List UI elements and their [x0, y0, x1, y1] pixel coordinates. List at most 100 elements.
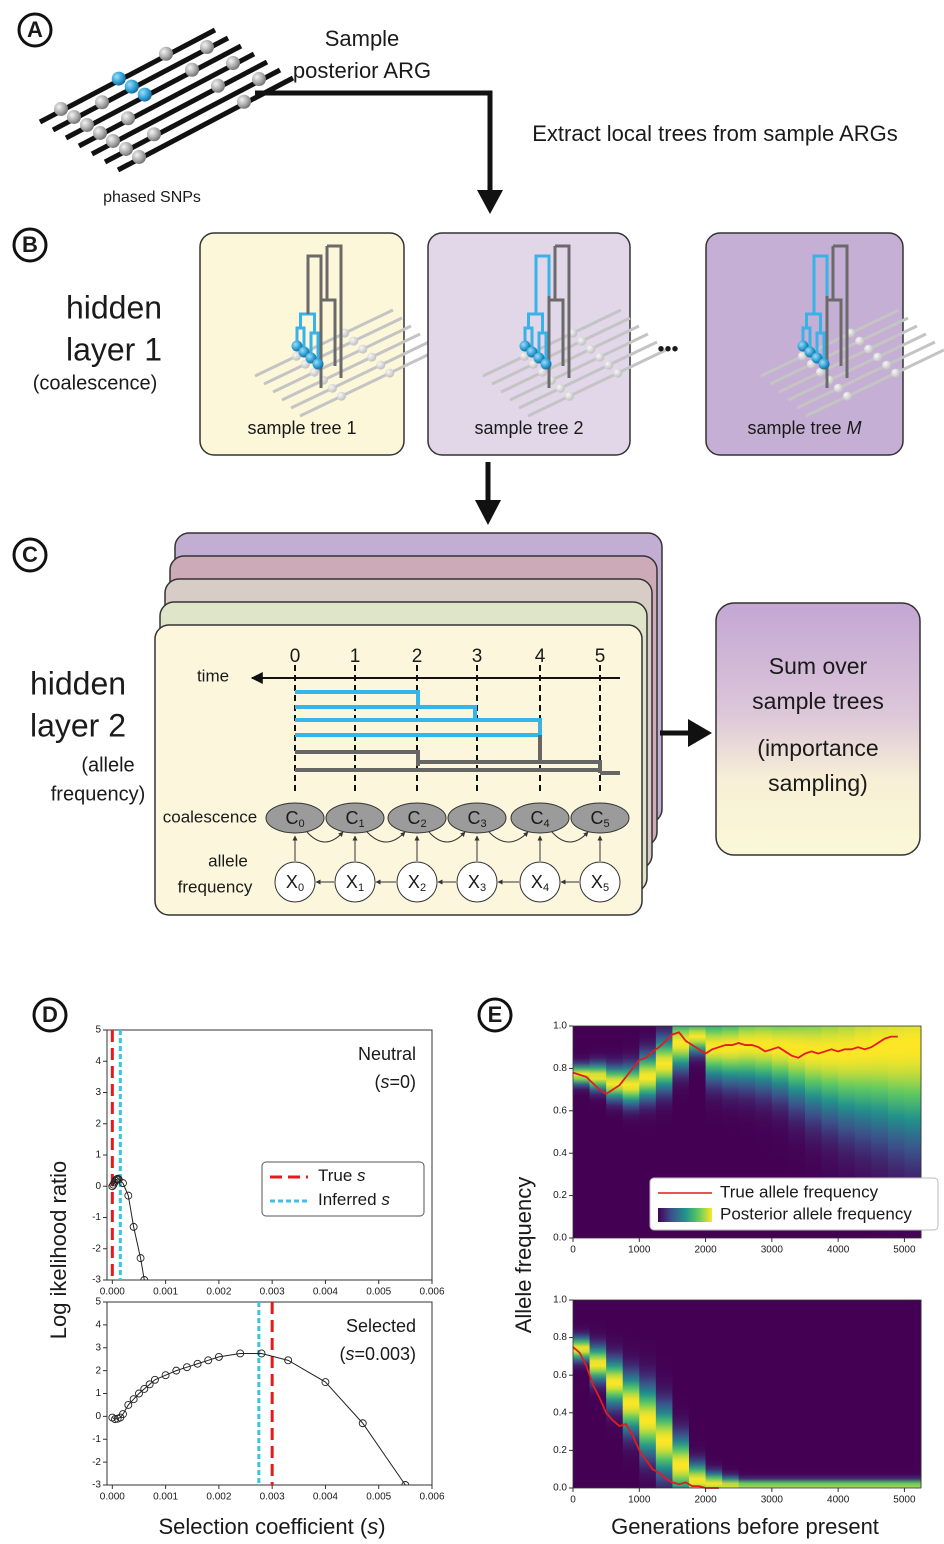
x-tick-label: 4000	[827, 1245, 850, 1256]
coalescence-node	[510, 802, 570, 834]
x-node-label: X5	[591, 872, 609, 894]
likelihood-point	[321, 1378, 330, 1387]
x-axis-label-part: s	[367, 1514, 378, 1539]
snp-line	[90, 59, 269, 157]
coalescence-node	[265, 802, 325, 834]
plot-area	[108, 1030, 149, 1280]
annotation: Neutral	[358, 1044, 416, 1064]
heatmap-column	[622, 1026, 640, 1238]
x-tick-label: 0.004	[313, 1287, 338, 1298]
heatmap-column	[639, 1300, 657, 1488]
panel-label: D	[42, 1002, 58, 1027]
heatmap-column	[622, 1300, 640, 1488]
x-tick-label: 0.003	[260, 1492, 285, 1503]
sample-tree-caption: sample tree M	[747, 418, 861, 438]
caption-text: sample tree 1	[247, 418, 356, 438]
subtitle: (s=0)	[374, 1072, 416, 1092]
y-tick-label: -2	[92, 1243, 101, 1254]
dependency-arrow	[551, 831, 589, 843]
flow-arrow	[255, 90, 493, 195]
mini-allele	[882, 360, 892, 370]
subtitle-part: (	[374, 1072, 380, 1092]
mini-snp-line	[263, 316, 403, 386]
heatmap-column	[771, 1300, 789, 1488]
time-point: 1	[350, 646, 361, 667]
panel-label: C	[22, 542, 38, 567]
likelihood-point	[140, 1384, 149, 1393]
y-tick-label: -3	[92, 1480, 101, 1491]
heatmap-column	[788, 1300, 806, 1488]
subtitle-part: =0)	[389, 1072, 416, 1092]
subtitle-part: s	[345, 1344, 354, 1364]
likelihood-point	[193, 1359, 202, 1368]
likelihood-point	[113, 1174, 122, 1183]
x-tick-label: 0.006	[419, 1287, 444, 1298]
likelihood-point	[124, 1400, 133, 1409]
likelihood-point	[401, 1481, 410, 1485]
y-tick-label: 1.0	[553, 1295, 567, 1306]
y-tick-label: 0.8	[553, 1063, 567, 1074]
snp-allele	[132, 149, 146, 164]
heatmap-column	[606, 1026, 624, 1238]
x-tick-label: 3000	[761, 1245, 784, 1256]
time-point: 4	[535, 646, 546, 667]
mini-allele	[385, 368, 395, 378]
layer-title: layer 2	[30, 707, 126, 743]
mini-allele	[358, 344, 368, 354]
allele-node	[519, 861, 561, 903]
legend-box	[649, 1177, 939, 1231]
plot-frame	[106, 1301, 433, 1486]
x-tick-label: 2000	[694, 1495, 717, 1506]
mini-allele	[349, 336, 359, 346]
node-subscript: 1	[358, 818, 364, 830]
mini-allele	[873, 352, 883, 362]
legend-label-italic: s	[357, 1166, 366, 1185]
caption-italic: M	[847, 418, 862, 438]
allele-label: frequency	[178, 877, 253, 896]
mini-allele	[367, 352, 377, 362]
panel-label-circle	[12, 227, 48, 263]
caption-text: sample tree 2	[474, 418, 583, 438]
panel-label-circle	[12, 537, 48, 573]
coalescence-node	[387, 802, 447, 834]
flow-arrow-head	[688, 719, 712, 747]
mini-allele	[564, 391, 574, 401]
y-tick-label: 0	[95, 1181, 101, 1192]
true-frequency-line	[572, 1346, 719, 1489]
x-tick-label: 0.006	[419, 1492, 444, 1503]
sum-box-text: sample trees	[752, 688, 884, 714]
y-tick-label: 0.2	[553, 1190, 567, 1201]
x-tick-label: 5000	[893, 1245, 916, 1256]
coalescence-node	[325, 802, 385, 834]
node-symbol: C	[285, 808, 298, 828]
mini-tree-branch	[534, 254, 551, 314]
node-subscript: 2	[420, 882, 426, 894]
x-node-label: X3	[468, 872, 486, 894]
snp-allele	[237, 94, 251, 109]
mini-allele	[586, 344, 596, 354]
dependency-arrow	[306, 831, 344, 843]
true-frequency-line	[572, 1031, 898, 1095]
snp-allele	[121, 111, 135, 126]
ellipsis: •••	[657, 338, 678, 360]
y-tick-label: 1	[95, 1150, 101, 1161]
layer-title: hidden	[30, 665, 126, 701]
heatmap-column	[655, 1300, 673, 1488]
x-axis-label-part: )	[378, 1514, 385, 1539]
node-subscript: 4	[543, 818, 549, 830]
legend-label-italic: s	[381, 1190, 390, 1209]
mini-allele	[376, 360, 386, 370]
y-axis-label: Log ikelihood ratio	[46, 1161, 71, 1340]
sum-box-text: (importance	[757, 735, 878, 761]
subtitle-part: (	[339, 1344, 345, 1364]
mini-snp-line	[518, 340, 658, 410]
mini-allele	[327, 383, 337, 393]
annotation: Selected	[346, 1316, 416, 1336]
node-symbol: X	[531, 872, 543, 892]
sample-tree-caption: sample tree 2	[474, 418, 583, 438]
snp-allele	[147, 127, 161, 142]
snp-line	[51, 35, 230, 133]
heatmap-column	[573, 1300, 591, 1488]
likelihood-point	[140, 1276, 149, 1280]
layer-title: hidden	[66, 289, 162, 325]
